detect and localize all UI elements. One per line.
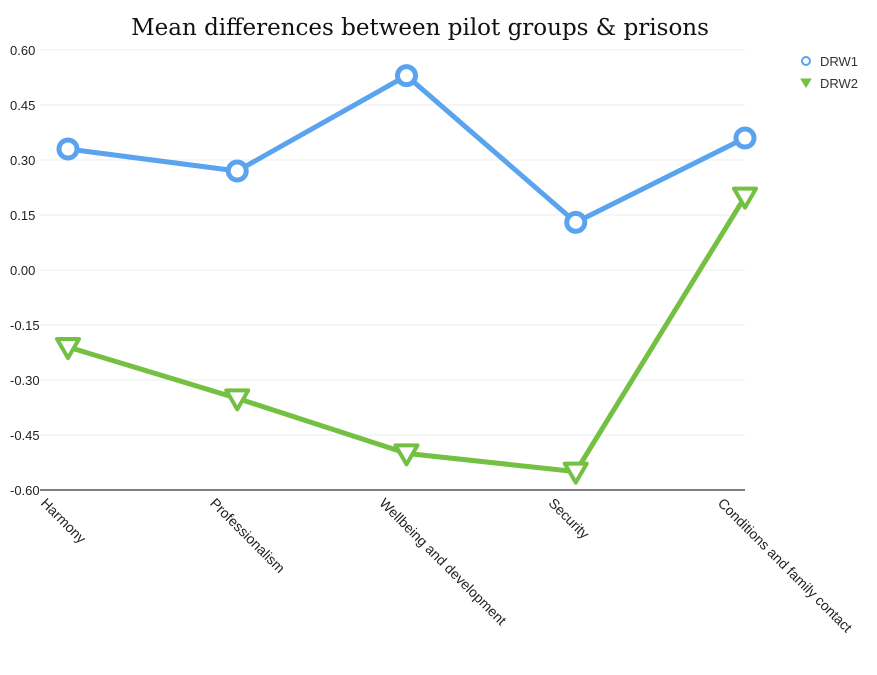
x-tick-label: Harmony <box>38 495 89 546</box>
data-point-drw1 <box>395 64 418 88</box>
y-tick-label: 0.45 <box>10 98 35 113</box>
legend-marker-drw1 <box>801 56 811 66</box>
y-tick-label: -0.60 <box>10 483 40 498</box>
y-axis-ticks: 0.60 0.45 0.30 0.15 0.00 -0.15 -0.30 -0.45 -0.60 <box>10 43 40 498</box>
legend-label-drw1: DRW1 <box>820 54 858 69</box>
y-tick-label: 0.00 <box>10 263 35 278</box>
chart-title: Mean differences between pilot groups & … <box>131 15 709 41</box>
x-tick-label: Conditions and family contact <box>715 495 856 636</box>
y-tick-label: 0.30 <box>10 153 35 168</box>
y-tick-label: -0.15 <box>10 318 40 333</box>
legend-marker-drw2 <box>800 78 812 88</box>
series-line-drw2 <box>65 194 748 475</box>
data-point-drw2 <box>393 443 420 467</box>
y-tick-label: -0.30 <box>10 373 40 388</box>
y-tick-label: -0.45 <box>10 428 40 443</box>
data-point-drw2 <box>732 186 758 210</box>
series-line-drw1 <box>65 73 748 225</box>
y-tick-label: 0.15 <box>10 208 35 223</box>
x-tick-label: Professionalism <box>207 495 288 576</box>
data-point-drw1 <box>225 159 249 183</box>
x-tick-label: Wellbeing and development <box>376 495 509 628</box>
gridlines <box>40 49 745 436</box>
data-point-drw1 <box>733 126 757 150</box>
data-point-drw2 <box>55 337 81 360</box>
data-point-drw1 <box>56 137 80 161</box>
data-point-drw2 <box>224 388 251 412</box>
data-point-drw2 <box>562 461 589 485</box>
x-axis-ticks: Harmony Professionalism Wellbeing and deve… <box>38 495 856 636</box>
y-tick-label: 0.60 <box>10 43 35 58</box>
legend: DRW1 DRW2 <box>800 54 858 91</box>
x-tick-label: Security <box>546 495 593 542</box>
series-group <box>55 64 758 485</box>
legend-label-drw2: DRW2 <box>820 76 858 91</box>
data-point-drw1 <box>564 210 588 234</box>
